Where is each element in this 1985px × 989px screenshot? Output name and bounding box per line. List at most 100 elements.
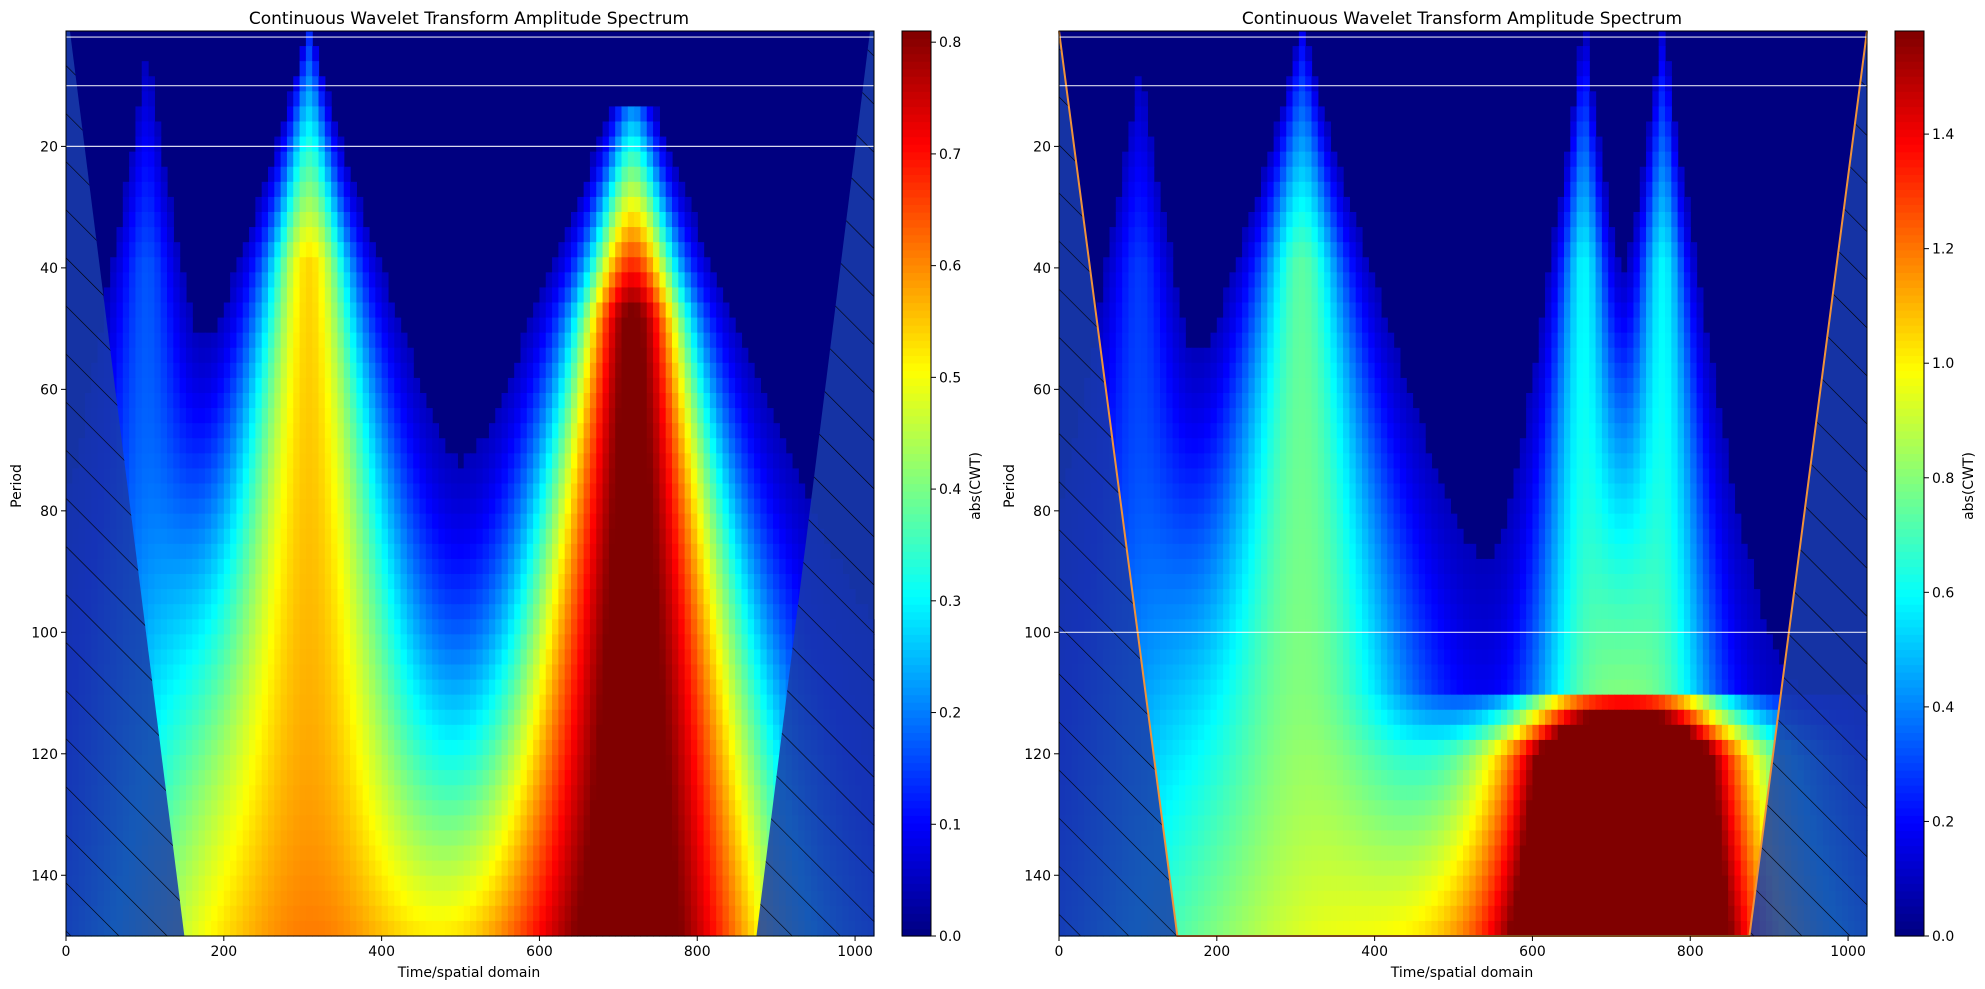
heatmap-cell — [596, 151, 604, 168]
heatmap-cell — [400, 468, 408, 485]
heatmap-cell — [640, 860, 648, 877]
heatmap-cell — [741, 860, 749, 877]
heatmap-cell — [615, 845, 623, 862]
heatmap-cell — [564, 347, 572, 364]
heatmap-cell — [684, 543, 692, 560]
heatmap-cell — [185, 438, 193, 454]
heatmap-cell — [728, 739, 736, 756]
heatmap-cell — [230, 755, 238, 771]
heatmap-cell — [255, 438, 263, 454]
heatmap-cell — [387, 589, 395, 605]
heatmap-cell — [634, 377, 642, 394]
heatmap-cell — [387, 679, 395, 696]
heatmap-cell — [646, 664, 654, 681]
heatmap-cell — [653, 543, 660, 560]
heatmap-cell — [754, 483, 761, 500]
heatmap-cell — [286, 438, 294, 454]
heatmap-cell — [716, 393, 724, 409]
heatmap-cell — [672, 800, 679, 816]
heatmap-cell — [760, 438, 768, 454]
heatmap-cell — [741, 558, 749, 575]
heatmap-cell — [722, 755, 730, 771]
heatmap-cell — [413, 604, 421, 620]
heatmap-cell — [324, 739, 332, 756]
heatmap-cell — [627, 423, 635, 439]
heatmap-cell — [154, 423, 162, 439]
heatmap-cell — [583, 212, 591, 228]
heatmap-cell — [318, 332, 326, 349]
heatmap-cell — [659, 574, 667, 590]
heatmap-cell — [621, 709, 629, 726]
heatmap-cell — [255, 709, 263, 726]
heatmap-cell — [312, 770, 320, 786]
heatmap-cell — [356, 302, 364, 319]
heatmap-cell — [160, 438, 168, 454]
heatmap-cell — [141, 362, 149, 379]
heatmap-cell — [470, 468, 477, 485]
heatmap-cell — [533, 739, 541, 756]
heatmap-cell — [204, 724, 212, 741]
heatmap-cell — [665, 800, 673, 816]
heatmap-cell — [167, 528, 174, 545]
heatmap-cell — [514, 589, 522, 605]
heatmap-cell — [192, 468, 200, 485]
heatmap-cell — [533, 362, 541, 379]
heatmap-cell — [659, 589, 667, 605]
heatmap-cell — [558, 408, 566, 424]
heatmap-cell — [148, 513, 155, 530]
heatmap-cell — [514, 800, 522, 816]
heatmap-cell — [204, 408, 212, 424]
heatmap-cell — [583, 770, 591, 786]
heatmap-cell — [318, 619, 326, 635]
heatmap-cell — [129, 287, 137, 304]
heatmap-cell — [261, 438, 269, 454]
heatmap-cell — [646, 649, 654, 666]
heatmap-cell — [223, 634, 231, 651]
heatmap-cell — [703, 468, 711, 485]
heatmap-cell — [223, 574, 231, 590]
heatmap-cell — [564, 664, 572, 681]
heatmap-cell — [192, 408, 200, 424]
heatmap-cell — [438, 830, 446, 847]
heatmap-cell — [488, 815, 496, 832]
heatmap-cell — [438, 543, 446, 560]
heatmap-cell — [331, 513, 339, 530]
heatmap-cell — [615, 513, 623, 530]
heatmap-cell — [754, 634, 761, 651]
heatmap-cell — [154, 121, 162, 138]
heatmap-cell — [394, 453, 402, 470]
heatmap-cell — [728, 332, 736, 349]
heatmap-cell — [690, 528, 698, 545]
heatmap-cell — [356, 453, 364, 470]
heatmap-cell — [722, 438, 730, 454]
heatmap-cell — [457, 634, 465, 651]
heatmap-cell — [722, 664, 730, 681]
heatmap-cell — [337, 724, 345, 741]
heatmap-cell — [362, 649, 370, 666]
heatmap-cell — [545, 272, 553, 289]
heatmap-cell — [457, 664, 465, 681]
heatmap-cell — [766, 634, 774, 651]
heatmap-cell — [192, 770, 200, 786]
heatmap-cell — [312, 785, 320, 801]
heatmap-cell — [167, 347, 174, 364]
heatmap-cell — [678, 317, 686, 334]
heatmap-cell — [457, 543, 465, 560]
heatmap-cell — [735, 332, 743, 349]
heatmap-cell — [577, 860, 585, 877]
heatmap-cell — [646, 785, 654, 801]
heatmap-cell — [728, 845, 736, 862]
heatmap-cell — [627, 800, 635, 816]
heatmap-cell — [444, 755, 452, 771]
heatmap-cell — [362, 664, 370, 681]
heatmap-cell — [634, 347, 642, 364]
heatmap-cell — [779, 604, 787, 620]
heatmap-cell — [735, 468, 743, 485]
heatmap-cell — [470, 619, 477, 635]
heatmap-cell — [653, 151, 660, 168]
heatmap-cell — [608, 724, 616, 741]
heatmap-cell — [362, 438, 370, 454]
heatmap-cell — [785, 513, 793, 530]
heatmap-cell — [747, 543, 755, 560]
heatmap-cell — [406, 468, 414, 485]
